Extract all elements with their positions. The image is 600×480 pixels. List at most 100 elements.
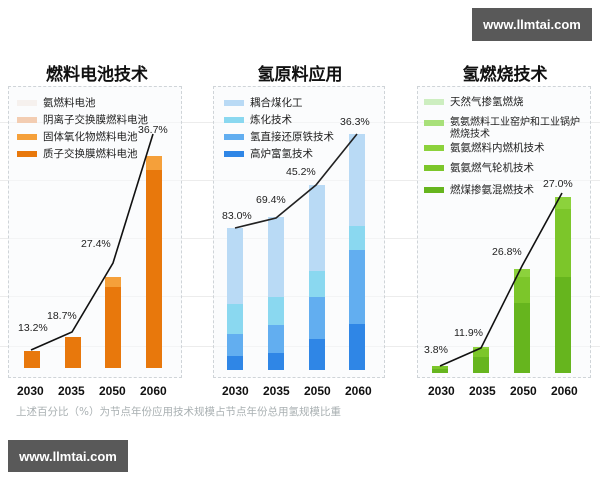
chart-title-hydrogen-feedstock: 氢原料应用 xyxy=(257,65,343,85)
bar-2060 xyxy=(555,197,571,373)
x-tick: 2060 xyxy=(551,384,578,398)
legend-label: 高炉富氢技术 xyxy=(250,148,313,160)
bar-segment xyxy=(146,170,162,368)
data-label: 27.0% xyxy=(543,178,573,190)
bar-segment xyxy=(268,217,284,297)
legend-label: 氨氨燃料内燃机技术 xyxy=(450,142,545,154)
legend-swatch xyxy=(224,117,244,123)
bar-segment xyxy=(268,353,284,370)
legend-label: 氨氨燃气轮机技术 xyxy=(450,162,534,174)
legend-label: 氢直接还原铁技术 xyxy=(250,131,334,143)
bar-segment xyxy=(105,277,121,287)
legend-label: 炼化技术 xyxy=(250,114,292,126)
legend-item: 氨氨燃气轮机技术 xyxy=(424,162,534,174)
bar-segment xyxy=(514,277,530,303)
footnote: 上述百分比（%）为节点年份应用技术规模占节点年份总用氢规模比重 xyxy=(16,406,341,418)
bar-segment xyxy=(309,185,325,271)
x-tick: 2035 xyxy=(263,384,290,398)
legend-item: 炼化技术 xyxy=(224,114,292,126)
bar-2050 xyxy=(514,269,530,373)
data-label: 26.8% xyxy=(492,246,522,258)
bar-segment xyxy=(349,324,365,370)
bar-segment xyxy=(432,366,448,369)
legend-item: 阴离子交换膜燃料电池 xyxy=(17,114,148,126)
bar-segment xyxy=(555,197,571,209)
x-tick: 2030 xyxy=(428,384,455,398)
legend-swatch xyxy=(224,100,244,106)
bar-segment xyxy=(432,369,448,373)
bar-segment xyxy=(349,134,365,226)
bar-segment xyxy=(105,287,121,368)
legend-label: 氨燃料电池 xyxy=(43,97,96,109)
bar-2060 xyxy=(146,156,162,368)
bar-segment xyxy=(555,209,571,277)
bar-segment xyxy=(227,334,243,356)
data-label: 18.7% xyxy=(47,310,77,322)
data-label: 45.2% xyxy=(286,166,316,178)
x-tick: 2060 xyxy=(140,384,167,398)
bar-segment xyxy=(146,156,162,170)
legend-item: 耦合煤化工 xyxy=(224,97,303,109)
data-label: 36.3% xyxy=(340,116,370,128)
x-tick: 2060 xyxy=(345,384,372,398)
x-tick: 2050 xyxy=(304,384,331,398)
legend-swatch xyxy=(17,100,37,106)
bar-segment xyxy=(514,303,530,373)
legend-swatch xyxy=(17,117,37,123)
legend-item: 固体氧化物燃料电池 xyxy=(17,131,138,143)
legend-label: 天然气掺氢燃烧 xyxy=(450,96,524,108)
watermark-bottom: www.llmtai.com xyxy=(8,440,128,472)
bar-segment xyxy=(268,297,284,325)
bar-2050 xyxy=(105,277,121,368)
bar-2030 xyxy=(24,351,40,368)
legend-item: 燃煤掺氨混燃技术 xyxy=(424,184,534,196)
bar-segment xyxy=(473,349,489,357)
bar-segment xyxy=(309,297,325,339)
bar-segment xyxy=(514,269,530,277)
data-label: 13.2% xyxy=(18,322,48,334)
data-label: 3.8% xyxy=(424,344,448,356)
legend-item: 高炉富氢技术 xyxy=(224,148,313,160)
data-label: 69.4% xyxy=(256,194,286,206)
legend-swatch xyxy=(424,145,444,151)
legend-label: 质子交换膜燃料电池 xyxy=(43,148,138,160)
bar-segment xyxy=(309,271,325,297)
x-tick: 2030 xyxy=(17,384,44,398)
bar-segment xyxy=(227,356,243,370)
bar-segment xyxy=(473,357,489,373)
legend-label: 阴离子交换膜燃料电池 xyxy=(43,114,148,126)
legend-swatch xyxy=(424,120,444,126)
bar-2050 xyxy=(309,185,325,370)
legend-label: 氨氨燃料工业窑炉和工业锅炉燃烧技术 xyxy=(450,117,580,140)
legend-item: 天然气掺氢燃烧 xyxy=(424,96,524,108)
legend-swatch xyxy=(224,151,244,157)
bar-segment xyxy=(268,325,284,353)
legend-swatch xyxy=(424,165,444,171)
bar-2060 xyxy=(349,134,365,370)
bar-segment xyxy=(65,337,81,368)
bar-segment xyxy=(227,228,243,304)
data-label: 36.7% xyxy=(138,124,168,136)
legend-item: 氨氨燃料工业窑炉和工业锅炉燃烧技术 xyxy=(424,117,589,141)
bar-2035 xyxy=(65,337,81,368)
legend-item: 氢直接还原铁技术 xyxy=(224,131,334,143)
x-tick: 2035 xyxy=(58,384,85,398)
legend-swatch xyxy=(17,134,37,140)
legend-label: 耦合煤化工 xyxy=(250,97,303,109)
legend-swatch xyxy=(17,151,37,157)
bar-segment xyxy=(555,277,571,373)
x-tick: 2050 xyxy=(99,384,126,398)
bar-segment xyxy=(227,304,243,334)
bar-2035 xyxy=(268,217,284,370)
chart-title-fuel-cell: 燃料电池技术 xyxy=(46,65,148,85)
x-tick: 2035 xyxy=(469,384,496,398)
bar-2030 xyxy=(227,228,243,370)
legend-label: 燃煤掺氨混燃技术 xyxy=(450,184,534,196)
legend-item: 氨氨燃料内燃机技术 xyxy=(424,142,545,154)
legend-swatch xyxy=(224,134,244,140)
legend-label: 固体氧化物燃料电池 xyxy=(43,131,138,143)
bar-segment xyxy=(309,339,325,370)
data-label: 27.4% xyxy=(81,238,111,250)
bar-segment xyxy=(349,226,365,250)
x-tick: 2030 xyxy=(222,384,249,398)
